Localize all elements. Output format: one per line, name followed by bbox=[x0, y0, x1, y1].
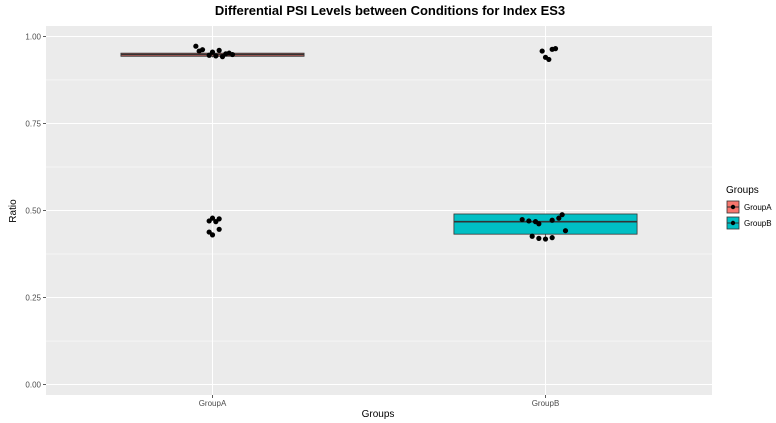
data-points bbox=[193, 43, 569, 242]
data-point bbox=[209, 49, 216, 55]
data-point bbox=[542, 236, 549, 242]
chart-title: Differential PSI Levels between Conditio… bbox=[215, 3, 565, 18]
legend-key-point bbox=[730, 220, 736, 226]
data-point bbox=[213, 219, 219, 225]
data-point bbox=[216, 47, 222, 53]
legend-label: GroupB bbox=[744, 219, 772, 228]
data-point bbox=[529, 233, 535, 239]
data-point bbox=[552, 46, 559, 52]
legend-key-point bbox=[730, 204, 736, 210]
data-point bbox=[559, 212, 565, 218]
data-point bbox=[209, 232, 216, 238]
data-point bbox=[519, 216, 525, 223]
y-axis-ticks: 0.00 0.25 0.50 0.75 1.00 bbox=[25, 32, 46, 390]
y-tick-label: 1.00 bbox=[25, 32, 41, 41]
data-point bbox=[193, 43, 199, 49]
x-tick-label: GroupA bbox=[199, 399, 227, 408]
data-point bbox=[196, 48, 202, 54]
data-point bbox=[206, 52, 212, 58]
grid-lines bbox=[46, 26, 712, 395]
y-tick-label: 0.25 bbox=[25, 294, 41, 303]
legend-label: GroupA bbox=[744, 203, 772, 212]
y-tick-label: 0.00 bbox=[25, 381, 41, 390]
x-axis-ticks: GroupA GroupB bbox=[199, 395, 560, 408]
y-tick-label: 0.50 bbox=[25, 207, 41, 216]
y-tick-label: 0.75 bbox=[25, 119, 41, 128]
data-point bbox=[556, 215, 562, 221]
legend: Groups GroupA GroupB bbox=[726, 185, 772, 230]
x-tick-label: GroupB bbox=[532, 399, 560, 408]
data-point bbox=[562, 228, 569, 234]
data-point bbox=[229, 51, 236, 58]
data-point bbox=[526, 218, 532, 224]
data-point bbox=[536, 221, 542, 227]
box-groupb bbox=[453, 213, 638, 235]
data-point bbox=[536, 235, 542, 241]
data-point bbox=[539, 48, 545, 54]
data-point bbox=[546, 56, 552, 63]
data-point bbox=[216, 226, 222, 232]
data-point bbox=[549, 217, 555, 223]
x-axis-label: Groups bbox=[362, 409, 395, 420]
data-point bbox=[213, 53, 219, 59]
y-axis-label: Ratio bbox=[8, 199, 19, 223]
data-point bbox=[549, 235, 555, 241]
data-point bbox=[206, 218, 212, 224]
data-point bbox=[219, 54, 226, 60]
legend-title: Groups bbox=[726, 185, 759, 196]
